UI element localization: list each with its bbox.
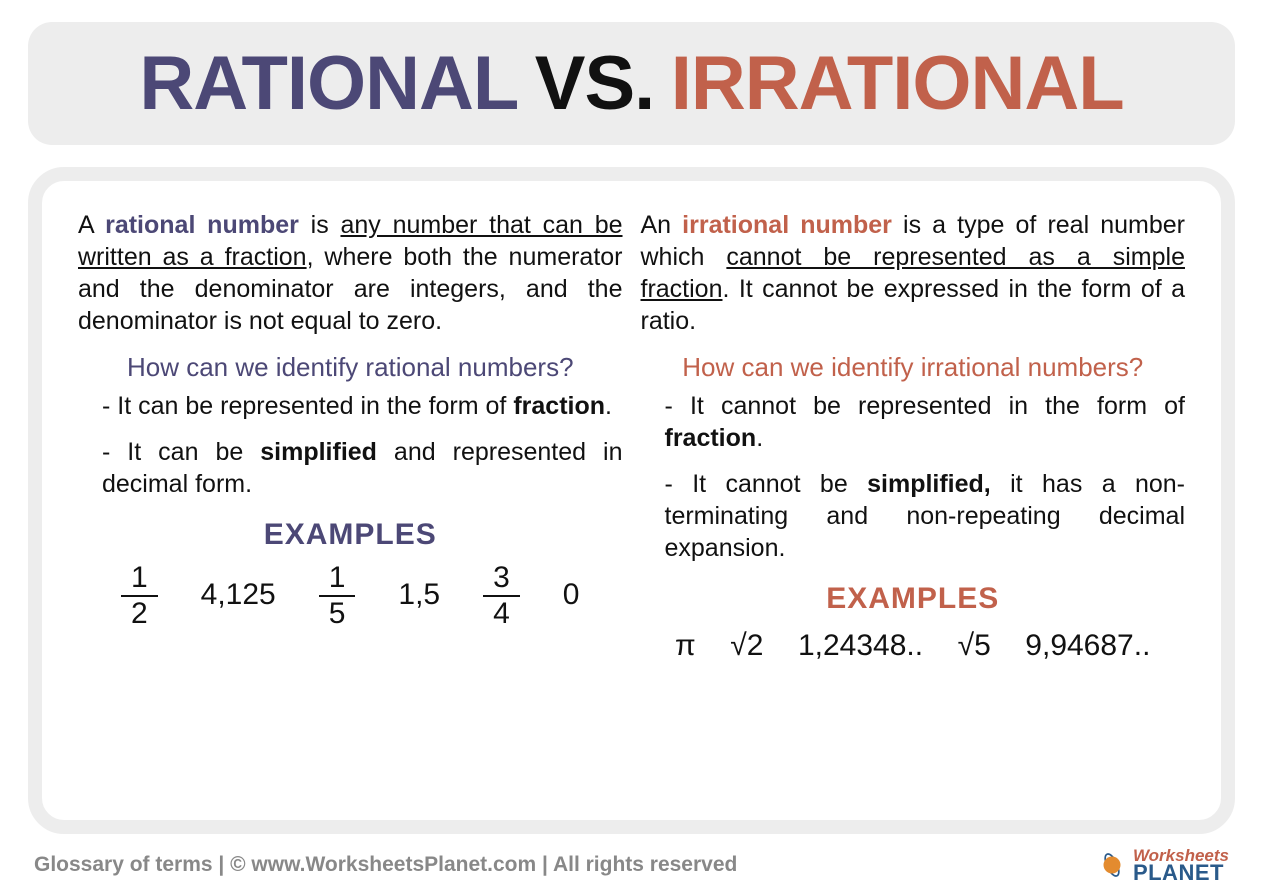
irrational-bullet-1: - It cannot be represented in the form o…	[641, 390, 1186, 454]
title-rational: RATIONAL	[139, 41, 518, 126]
rational-term: rational number	[105, 211, 299, 239]
content-box: A rational number is any number that can…	[28, 167, 1235, 834]
example-value: 1,5	[398, 576, 440, 614]
example-value: √5	[958, 627, 991, 665]
irrational-subhead: How can we identify irrational numbers?	[641, 351, 1186, 384]
right-column: An irrational number is a type of real n…	[641, 209, 1186, 794]
logo-line-2: PLANET	[1133, 863, 1229, 883]
rational-bullet-2: - It can be simplified and represented i…	[78, 436, 623, 500]
irrational-definition: An irrational number is a type of real n…	[641, 209, 1186, 337]
title-irrational: IRRATIONAL	[671, 41, 1124, 126]
footer-text: Glossary of terms | © www.WorksheetsPlan…	[34, 853, 737, 877]
fraction-3-4: 34	[483, 563, 520, 629]
title-vs: VS.	[535, 41, 655, 126]
left-column: A rational number is any number that can…	[78, 209, 623, 794]
planet-icon	[1095, 848, 1129, 882]
footer: Glossary of terms | © www.WorksheetsPlan…	[28, 848, 1235, 883]
irrational-examples-title: EXAMPLES	[641, 580, 1186, 618]
rational-subhead: How can we identify rational numbers?	[78, 351, 623, 384]
rational-examples: 12 4,125 15 1,5 34 0	[78, 563, 623, 629]
fraction-1-5: 15	[319, 563, 356, 629]
rational-definition: A rational number is any number that can…	[78, 209, 623, 337]
example-value: 4,125	[201, 576, 276, 614]
irrational-bullet-2: - It cannot be simplified, it has a non-…	[641, 468, 1186, 564]
example-value: 0	[563, 576, 580, 614]
worksheets-planet-logo: Worksheets PLANET	[1095, 848, 1229, 883]
title-bar: RATIONAL VS. IRRATIONAL	[28, 22, 1235, 145]
rational-bullet-1: - It can be represented in the form of f…	[78, 390, 623, 422]
fraction-1-2: 12	[121, 563, 158, 629]
example-value: 1,24348..	[798, 627, 923, 665]
example-value: 9,94687..	[1025, 627, 1150, 665]
example-value: π	[675, 627, 696, 665]
rational-examples-title: EXAMPLES	[78, 516, 623, 554]
example-value: √2	[730, 627, 763, 665]
irrational-term: irrational number	[682, 211, 892, 239]
irrational-examples: π √2 1,24348.. √5 9,94687..	[641, 627, 1186, 665]
